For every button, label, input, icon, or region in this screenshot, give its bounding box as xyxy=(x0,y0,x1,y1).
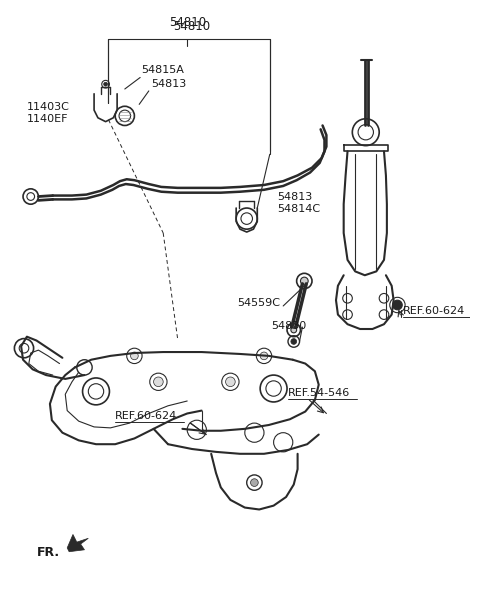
Text: 54813: 54813 xyxy=(277,192,312,203)
Text: 54815A: 54815A xyxy=(141,65,184,74)
Circle shape xyxy=(393,300,402,310)
Circle shape xyxy=(291,339,297,345)
Text: REF.54-546: REF.54-546 xyxy=(288,388,350,398)
Text: 54830: 54830 xyxy=(271,321,306,331)
Text: 54813: 54813 xyxy=(152,79,187,89)
Circle shape xyxy=(300,277,308,285)
Text: 54810: 54810 xyxy=(168,16,206,29)
Text: 54810: 54810 xyxy=(173,20,211,34)
Text: 11403C: 11403C xyxy=(27,102,70,112)
Text: 54814C: 54814C xyxy=(277,204,321,213)
Circle shape xyxy=(260,352,268,360)
Text: FR.: FR. xyxy=(36,547,60,559)
Text: 1140EF: 1140EF xyxy=(27,113,68,124)
Circle shape xyxy=(291,327,297,333)
Circle shape xyxy=(131,352,138,360)
Text: 54559C: 54559C xyxy=(237,298,280,308)
Polygon shape xyxy=(67,534,88,551)
Circle shape xyxy=(104,82,108,86)
Circle shape xyxy=(154,377,163,387)
Circle shape xyxy=(251,479,258,486)
Text: REF.60-624: REF.60-624 xyxy=(115,411,178,421)
Text: REF.60-624: REF.60-624 xyxy=(403,306,466,315)
Circle shape xyxy=(226,377,235,387)
